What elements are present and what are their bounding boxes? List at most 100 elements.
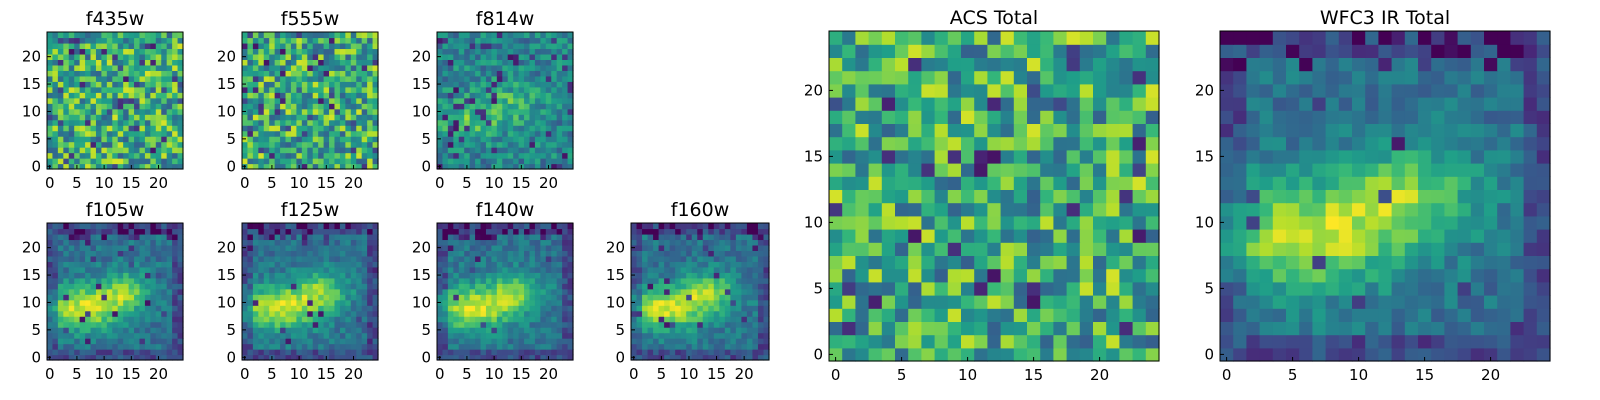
x-tick-label: 15 <box>707 365 726 383</box>
heatmap-cell <box>747 283 753 289</box>
heatmap-cell <box>101 98 107 104</box>
heatmap-cell <box>340 344 346 350</box>
heatmap-cell <box>664 239 670 245</box>
heatmap-cell <box>367 349 373 355</box>
heatmap-cell <box>280 98 286 104</box>
heatmap-cell <box>491 65 497 71</box>
heatmap-cell <box>356 92 362 98</box>
heatmap-cell <box>686 239 692 245</box>
heatmap-cell <box>286 278 292 284</box>
heatmap-cell <box>453 294 459 300</box>
heatmap-cell <box>987 321 1001 335</box>
heatmap-cell <box>459 245 465 251</box>
heatmap-cell <box>697 267 703 273</box>
heatmap-cell <box>659 261 665 267</box>
heatmap-cell <box>535 250 541 256</box>
heatmap-cell <box>134 294 140 300</box>
heatmap-cell <box>150 70 156 76</box>
heatmap-cell <box>869 308 883 322</box>
heatmap-cell <box>340 81 346 87</box>
heatmap-cell <box>334 234 340 240</box>
heatmap-cell <box>74 272 80 278</box>
heatmap-cell <box>280 311 286 317</box>
heatmap-cell <box>758 223 764 229</box>
heatmap-cell <box>692 338 698 344</box>
heatmap-cell <box>974 163 988 177</box>
heatmap-cell <box>557 327 563 333</box>
heatmap-cell <box>362 98 368 104</box>
heatmap-cell <box>557 109 563 115</box>
heatmap-cell <box>546 289 552 295</box>
heatmap-cell <box>948 269 962 283</box>
heatmap-cell <box>637 239 643 245</box>
heatmap-cell <box>508 147 514 153</box>
heatmap-cell <box>481 43 487 49</box>
heatmap-cell <box>351 131 357 137</box>
heatmap-cell <box>253 311 259 317</box>
heatmap-cell <box>475 300 481 306</box>
heatmap-cell <box>659 228 665 234</box>
heatmap-cell <box>741 300 747 306</box>
heatmap-cell <box>908 295 922 309</box>
heatmap-cell <box>161 142 167 148</box>
heatmap-cell <box>63 37 69 43</box>
heatmap-cell <box>524 153 530 159</box>
heatmap-cell <box>118 76 124 82</box>
heatmap-cell <box>139 142 145 148</box>
heatmap-cell <box>367 120 373 126</box>
heatmap-cell <box>296 103 302 109</box>
heatmap-cell <box>470 103 476 109</box>
heatmap-cell <box>275 305 281 311</box>
heatmap-cell <box>529 76 535 82</box>
heatmap-cell <box>1146 242 1160 256</box>
heatmap-cell <box>948 295 962 309</box>
heatmap-cell <box>437 65 443 71</box>
heatmap-cell <box>52 316 58 322</box>
heatmap-cell <box>491 316 497 322</box>
heatmap-cell <box>150 278 156 284</box>
heatmap-cell <box>334 48 340 54</box>
heatmap-cell <box>551 81 557 87</box>
heatmap-cell <box>540 158 546 164</box>
heatmap-cell <box>351 338 357 344</box>
heatmap-cell <box>1106 348 1120 362</box>
heatmap-cell <box>47 59 53 65</box>
heatmap-cell <box>725 316 731 322</box>
heatmap-cell <box>529 223 535 229</box>
heatmap-cell <box>459 142 465 148</box>
heatmap-cell <box>324 98 330 104</box>
heatmap-cell <box>508 228 514 234</box>
heatmap-cell <box>296 65 302 71</box>
heatmap-cell <box>675 344 681 350</box>
heatmap-cell <box>664 327 670 333</box>
heatmap-cell <box>318 349 324 355</box>
heatmap-cell <box>362 54 368 60</box>
heatmap-cell <box>653 327 659 333</box>
heatmap-cell <box>546 311 552 317</box>
heatmap-cell <box>519 142 525 148</box>
heatmap-cell <box>842 282 856 296</box>
heatmap-cell <box>52 239 58 245</box>
heatmap-cell <box>172 81 178 87</box>
heatmap-cell <box>123 120 129 126</box>
heatmap-cell <box>280 43 286 49</box>
heatmap-cell <box>513 234 519 240</box>
heatmap-cell <box>139 109 145 115</box>
heatmap-cell <box>313 153 319 159</box>
heatmap-cell <box>156 81 162 87</box>
heatmap-cell <box>367 305 373 311</box>
heatmap-cell <box>491 327 497 333</box>
heatmap-cell <box>1119 123 1133 137</box>
heatmap-cell <box>736 283 742 289</box>
heatmap-cell <box>935 308 949 322</box>
heatmap-cell <box>340 153 346 159</box>
heatmap-cell <box>96 103 102 109</box>
heatmap-cell <box>642 267 648 273</box>
heatmap-cell <box>156 37 162 43</box>
heatmap-cell <box>974 176 988 190</box>
heatmap-cell <box>324 245 330 251</box>
heatmap-cell <box>286 153 292 159</box>
heatmap-cell <box>329 98 335 104</box>
heatmap-cell <box>631 278 637 284</box>
heatmap-cell <box>307 37 313 43</box>
